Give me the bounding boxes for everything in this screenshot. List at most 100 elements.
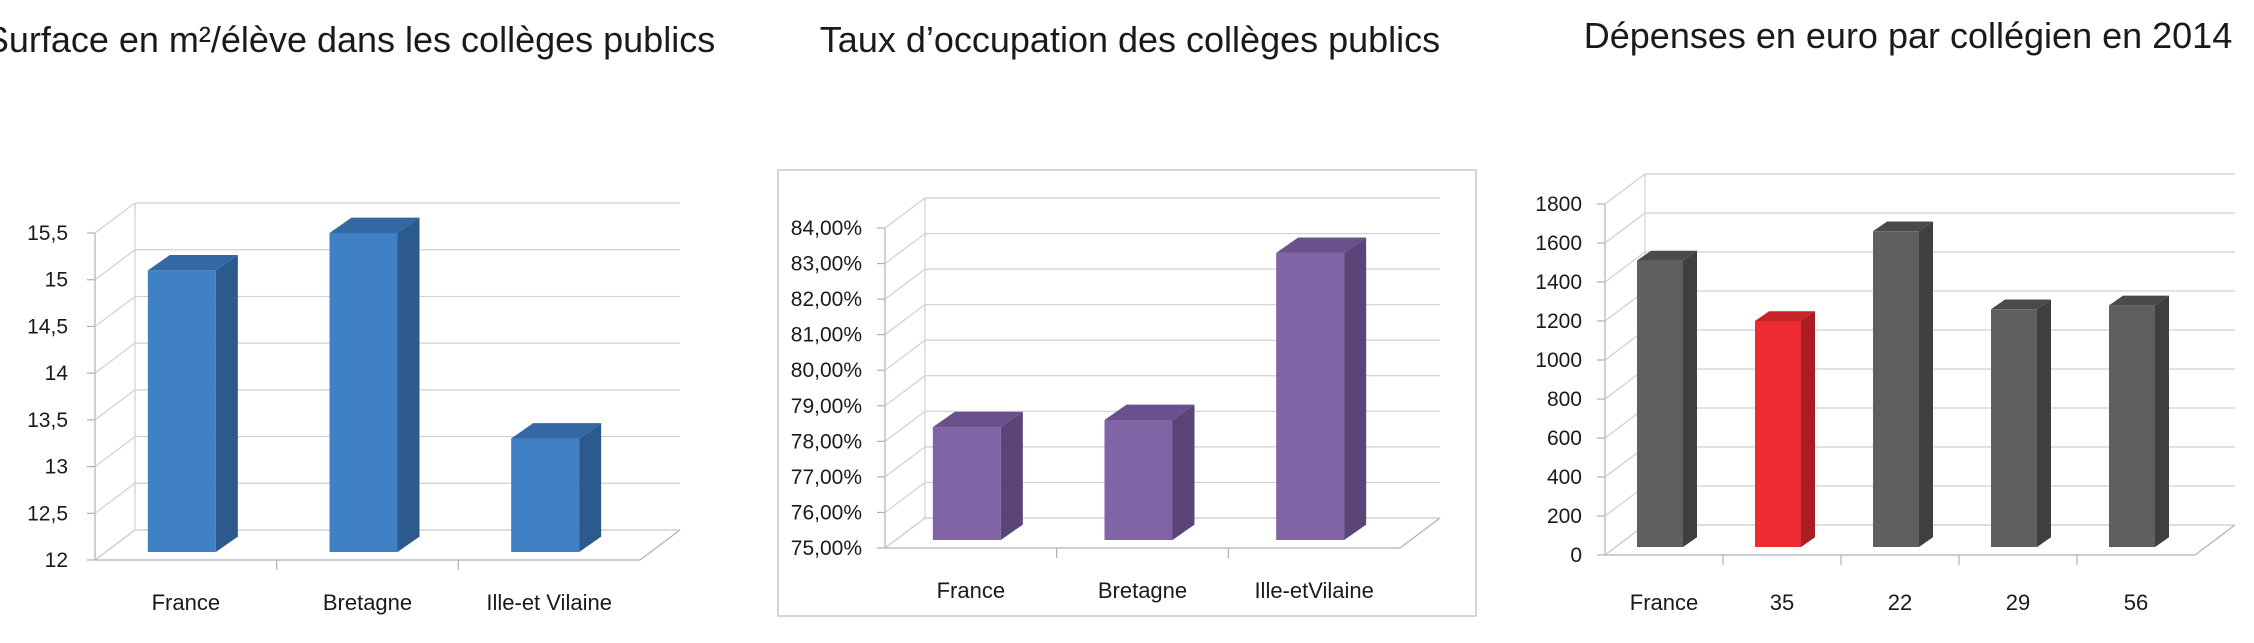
bar-front <box>329 233 398 552</box>
bar-front <box>511 438 580 552</box>
chart-occupation-categories: France Bretagne Ille-etVilaine <box>937 578 1374 603</box>
y-tick-label: 78,00% <box>791 430 862 453</box>
y-tick-label: 79,00% <box>791 395 862 418</box>
y-tick-label: 84,00% <box>791 217 862 240</box>
gridline-diagonal <box>94 249 136 281</box>
x-category-label: France <box>937 578 1005 603</box>
bar-side <box>397 217 420 552</box>
bar-front <box>1873 231 1919 548</box>
bar <box>1991 299 2051 547</box>
x-category-label: France <box>152 590 220 615</box>
bar <box>1873 221 1933 548</box>
chart-title-occupation: Taux d’occupation des collèges publics <box>820 19 1440 60</box>
bar-top <box>511 423 602 439</box>
chart-depenses-bars <box>1637 221 2169 548</box>
bar-top <box>932 411 1023 428</box>
bar-side <box>215 254 238 552</box>
bar-top <box>1873 221 1933 232</box>
floor-right-edge <box>639 529 681 561</box>
chart-title-surface: Surface en m²/élève dans les collèges pu… <box>0 19 715 60</box>
gridline-diagonal <box>884 375 926 407</box>
bar-top <box>1991 299 2051 310</box>
y-tick-label: 12,5 <box>27 502 68 525</box>
bar-side <box>1683 250 1697 547</box>
y-tick-label: 13 <box>45 456 68 479</box>
bar-top <box>1637 250 1697 261</box>
y-tick-label: 1200 <box>1535 310 1582 333</box>
y-tick-label: 80,00% <box>791 359 862 382</box>
y-tick-label: 15,5 <box>27 222 68 245</box>
bar-side <box>1344 237 1367 540</box>
bar <box>932 411 1023 540</box>
chart-surface-y-ticks: 12 12,5 13 13,5 14 14,5 15 15,5 <box>27 222 68 572</box>
gridline-diagonal <box>1604 212 1646 244</box>
bar-top <box>329 217 420 233</box>
y-tick-label: 12 <box>45 549 68 572</box>
y-tick-label: 800 <box>1547 388 1582 411</box>
bar-front <box>1104 420 1173 540</box>
x-category-label: 35 <box>1770 590 1794 615</box>
y-tick-label: 15 <box>45 269 68 292</box>
x-category-label: 56 <box>2124 590 2148 615</box>
chart-occupation-bars <box>932 237 1367 540</box>
x-category-label: Ille-et Vilaine <box>486 590 612 615</box>
chart-occupation: Taux d’occupation des collèges publics 7… <box>777 19 1477 617</box>
bar <box>1755 311 1815 547</box>
bar-side <box>1000 411 1023 540</box>
y-tick-label: 83,00% <box>791 253 862 276</box>
bar-top <box>147 254 238 271</box>
x-category-label: 29 <box>2006 590 2030 615</box>
y-tick-label: 600 <box>1547 427 1582 450</box>
gridline-diagonal <box>884 446 926 478</box>
bar-front <box>1991 309 2037 547</box>
bar-side <box>2037 299 2051 547</box>
bar <box>511 423 602 552</box>
bar-side <box>1919 221 1933 547</box>
bar <box>1276 237 1367 540</box>
gridline-diagonal <box>884 410 926 442</box>
bar-top <box>1755 311 1815 321</box>
bar-top <box>1276 237 1367 253</box>
bar <box>329 217 420 552</box>
x-category-label: Ille-etVilaine <box>1254 578 1373 603</box>
chart-depenses-y-ticks: 0 200 400 600 800 1000 1200 1400 1600 1800 <box>1535 193 1582 567</box>
bar-front <box>1276 252 1345 540</box>
y-tick-label: 14,5 <box>27 315 68 338</box>
bar <box>1637 250 1697 547</box>
y-tick-label: 400 <box>1547 466 1582 489</box>
bar-front <box>1637 260 1683 547</box>
floor-right-edge <box>1399 517 1441 549</box>
gridline-diagonal <box>1604 173 1646 205</box>
y-tick-label: 0 <box>1570 544 1582 567</box>
bar-front <box>2109 305 2155 547</box>
bar <box>2109 295 2169 547</box>
bar-side <box>1801 311 1815 547</box>
gridline-diagonal <box>884 304 926 336</box>
gridline-diagonal <box>1604 251 1646 283</box>
gridline-diagonal <box>884 481 926 513</box>
x-category-label: 22 <box>1888 590 1912 615</box>
bar-top <box>1104 404 1195 420</box>
gridline-diagonal <box>884 517 926 549</box>
y-tick-label: 81,00% <box>791 324 862 347</box>
chart-surface-bars <box>147 217 602 552</box>
gridline-diagonal <box>884 233 926 265</box>
bar-top <box>2109 295 2169 306</box>
y-tick-label: 1000 <box>1535 349 1582 372</box>
y-tick-label: 82,00% <box>791 288 862 311</box>
chart-occupation-frame <box>777 169 1477 617</box>
bar-front <box>1755 321 1801 547</box>
bar-front <box>932 427 1001 540</box>
bar <box>147 254 238 552</box>
floor-right-edge <box>2194 524 2236 556</box>
x-category-label: France <box>1630 590 1698 615</box>
bar-side <box>1172 404 1195 540</box>
bar-front <box>147 270 216 552</box>
chart-title-depenses: Dépenses en euro par collégien en 2014 <box>1584 15 2232 56</box>
gridline-diagonal <box>94 529 136 561</box>
y-tick-label: 1600 <box>1535 232 1582 255</box>
y-tick-label: 13,5 <box>27 409 68 432</box>
chart-surface: Surface en m²/élève dans les collèges pu… <box>0 19 715 615</box>
gridline-diagonal <box>94 295 136 327</box>
